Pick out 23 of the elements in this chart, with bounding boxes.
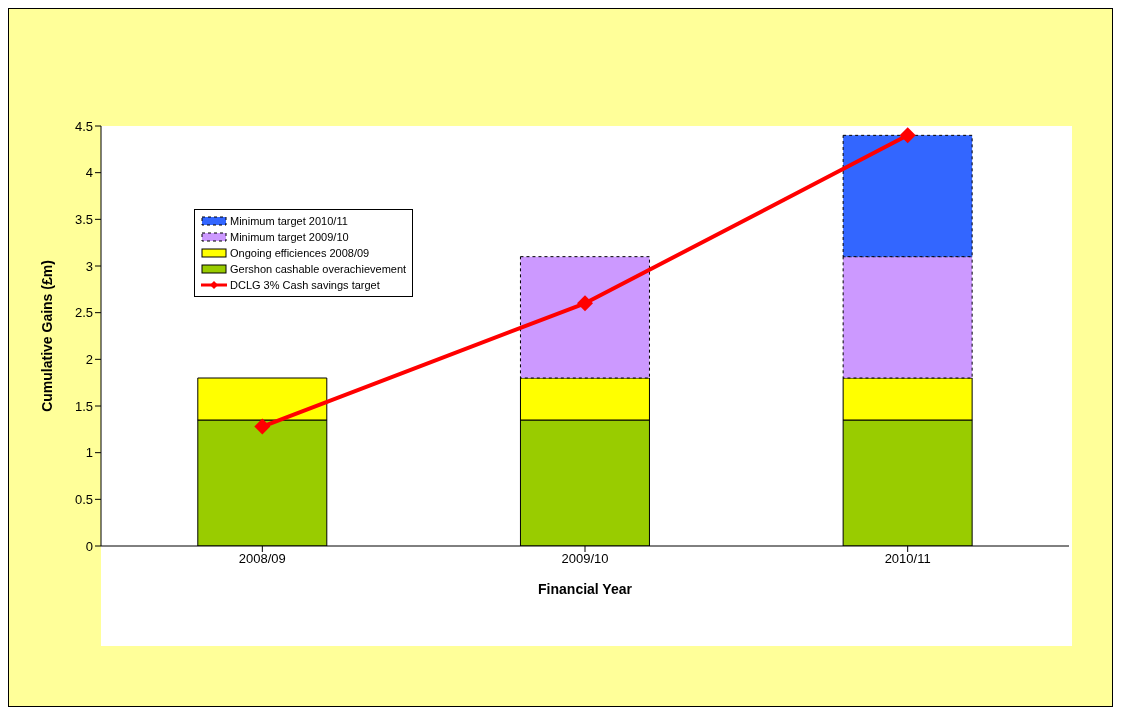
legend-label: Minimum target 2009/10 — [230, 231, 349, 243]
y-tick-label: 2.5 — [74, 305, 93, 321]
legend-label: DCLG 3% Cash savings target — [230, 279, 380, 291]
x-tick-label: 2008/09 — [238, 551, 286, 567]
point — [899, 127, 916, 144]
legend-label: Minimum target 2010/11 — [230, 215, 348, 227]
y-tick-label: 0 — [85, 538, 93, 554]
y-tick-label: 1.5 — [74, 398, 93, 414]
point — [577, 295, 593, 312]
point — [254, 418, 271, 435]
legend-label: Gershon cashable overachievement — [230, 263, 407, 275]
x-axis-title: Financial Year — [538, 581, 633, 597]
legend-label: Ongoing efficiences 2008/09 — [230, 247, 370, 259]
y-tick-label: 4.5 — [74, 118, 93, 134]
x-tick-label: 2009/10 — [561, 551, 609, 567]
y-tick-label: 1 — [85, 445, 93, 461]
y-axis-title: Cumulative Gains (£m) — [38, 260, 55, 412]
y-tick-label: 2 — [85, 351, 93, 367]
y-tick-label: 3.5 — [74, 211, 93, 227]
y-tick-label: 3 — [85, 258, 93, 274]
y-tick-label: 4 — [85, 165, 93, 181]
x-tick-label: 2010/11 — [884, 551, 931, 567]
y-tick-label: 0.5 — [74, 491, 93, 507]
